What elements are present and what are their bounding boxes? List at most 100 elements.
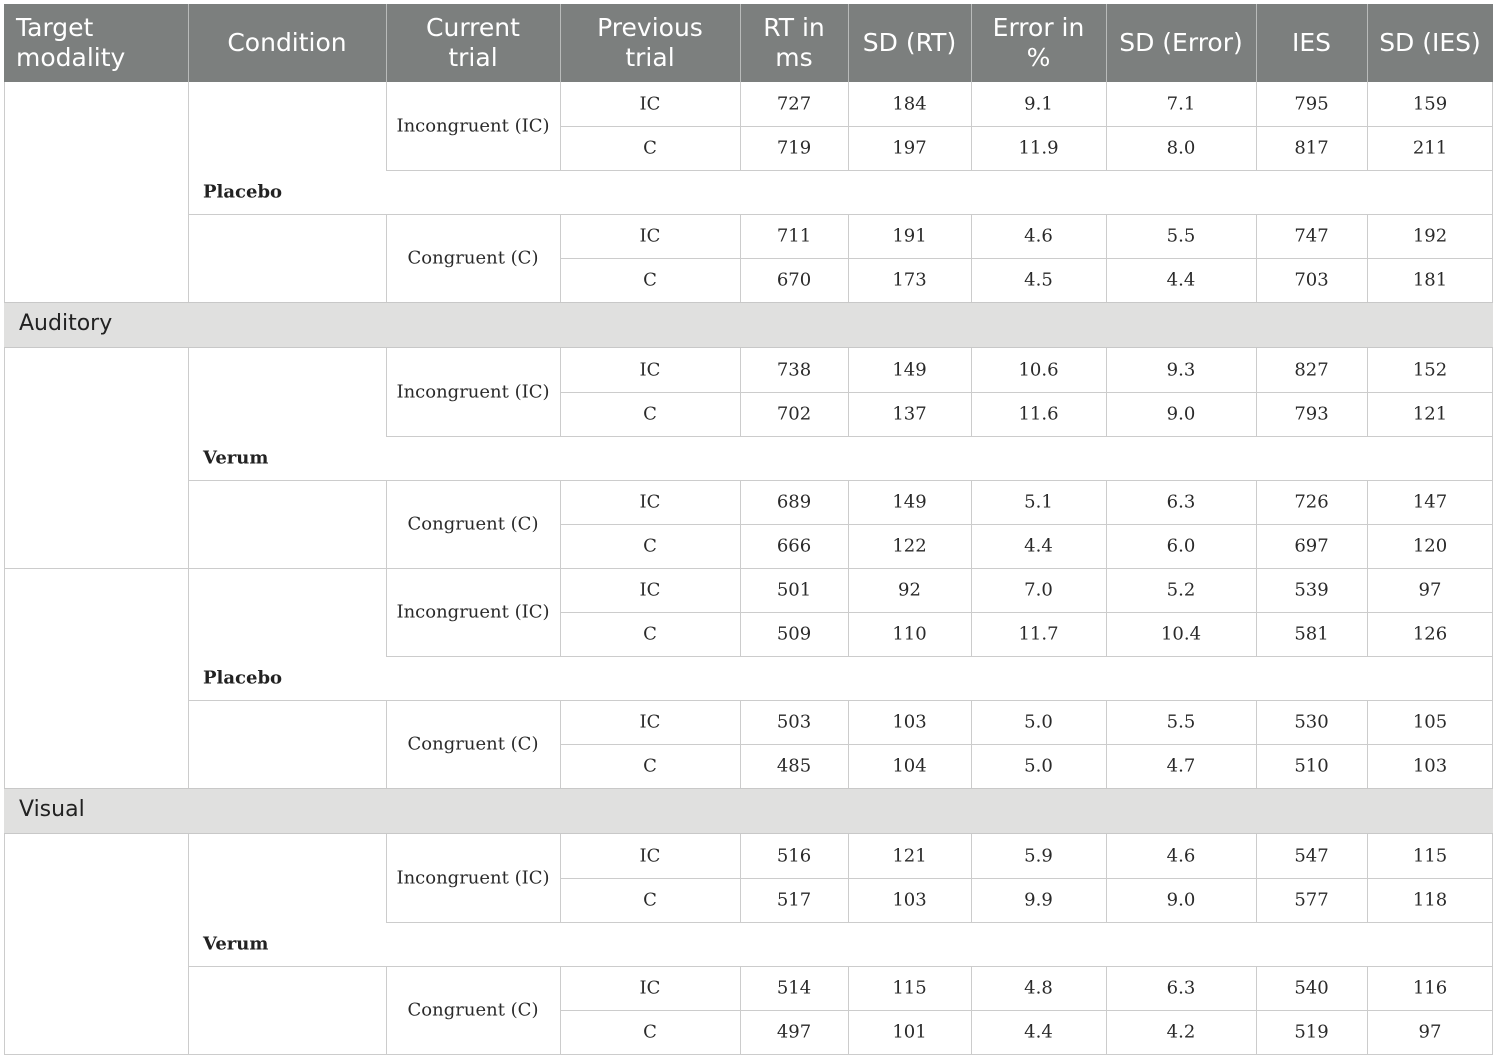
rt-cell: 702 xyxy=(776,403,812,425)
sd-ies-cell: 120 xyxy=(1412,535,1448,557)
grid-line xyxy=(1106,480,1107,568)
rt-cell: 666 xyxy=(776,535,812,557)
sd-error-cell: 4.7 xyxy=(1166,755,1196,777)
rt-cell: 501 xyxy=(776,579,812,601)
grid-line xyxy=(560,612,1493,613)
grid-line xyxy=(1256,348,1257,436)
previous-trial-cell: C xyxy=(643,269,657,291)
ies-cell: 747 xyxy=(1294,225,1329,247)
section-row: Auditory xyxy=(4,302,1493,348)
error-cell: 5.0 xyxy=(1024,755,1053,777)
grid-line xyxy=(386,170,1493,171)
grid-line xyxy=(1367,82,1368,170)
grid-line xyxy=(560,480,561,568)
sd-ies-cell: 116 xyxy=(1412,977,1448,999)
sd-ies-cell: 159 xyxy=(1412,93,1448,115)
current-trial-label: Congruent (C) xyxy=(407,999,539,1021)
sd-error-cell: 5.2 xyxy=(1166,579,1196,601)
ies-cell: 726 xyxy=(1294,491,1329,513)
header-sd-rt: SD (RT) xyxy=(862,28,957,57)
previous-trial-cell: C xyxy=(643,535,657,557)
sd-error-cell: 6.3 xyxy=(1166,491,1196,513)
grid-line xyxy=(1492,568,1493,788)
grid-line xyxy=(1106,82,1107,170)
previous-trial-cell: IC xyxy=(639,491,661,513)
sd-ies-cell: 105 xyxy=(1412,711,1448,733)
results-table: Target modality Condition Current trial … xyxy=(4,4,1493,1060)
current-trial-label: Congruent (C) xyxy=(407,513,539,535)
grid-line xyxy=(188,82,189,302)
grid-line xyxy=(188,214,1493,215)
sd-rt-cell: 101 xyxy=(892,1021,927,1043)
sd-ies-cell: 211 xyxy=(1412,137,1448,159)
sd-error-cell: 9.3 xyxy=(1166,359,1196,381)
grid-line xyxy=(560,392,1493,393)
rt-cell: 719 xyxy=(776,137,812,159)
header-condition: Condition xyxy=(227,28,347,57)
rt-cell: 503 xyxy=(776,711,812,733)
grid-line xyxy=(848,214,849,302)
grid-line xyxy=(971,966,972,1054)
rt-cell: 509 xyxy=(776,623,812,645)
previous-trial-cell: C xyxy=(643,403,657,425)
rt-cell: 516 xyxy=(776,845,812,867)
grid-line xyxy=(188,348,189,568)
grid-line xyxy=(848,568,849,656)
grid-line xyxy=(848,480,849,568)
previous-trial-cell: C xyxy=(643,137,657,159)
sd-rt-cell: 173 xyxy=(892,269,927,291)
sd-error-cell: 5.5 xyxy=(1166,225,1196,247)
grid-line xyxy=(4,568,1493,569)
grid-line xyxy=(560,348,561,436)
sd-ies-cell: 121 xyxy=(1412,403,1448,425)
grid-line xyxy=(1492,348,1493,568)
grid-line xyxy=(1367,568,1368,656)
condition-label: Placebo xyxy=(203,181,283,203)
ies-cell: 697 xyxy=(1294,535,1329,557)
grid-line xyxy=(188,834,189,1054)
grid-line xyxy=(1492,834,1493,1054)
grid-line xyxy=(386,568,387,656)
sd-error-cell: 8.0 xyxy=(1166,137,1196,159)
error-cell: 10.6 xyxy=(1018,359,1059,381)
grid-line xyxy=(386,922,1493,923)
sd-rt-cell: 184 xyxy=(892,93,927,115)
grid-line xyxy=(1256,834,1257,922)
header-ies: IES xyxy=(1291,28,1332,57)
error-cell: 4.4 xyxy=(1024,1021,1053,1043)
sd-rt-cell: 92 xyxy=(898,579,921,601)
error-cell: 4.5 xyxy=(1024,269,1053,291)
sd-ies-cell: 147 xyxy=(1412,491,1448,513)
grid-line xyxy=(1106,834,1107,922)
previous-trial-cell: IC xyxy=(639,977,661,999)
grid-line xyxy=(386,834,387,922)
sd-rt-cell: 191 xyxy=(892,225,927,247)
error-cell: 9.9 xyxy=(1024,889,1053,911)
ies-cell: 581 xyxy=(1294,623,1329,645)
grid-line xyxy=(971,568,972,656)
ies-cell: 540 xyxy=(1294,977,1329,999)
header-error: Error in % xyxy=(992,13,1085,72)
sd-error-cell: 4.6 xyxy=(1166,845,1196,867)
rt-cell: 711 xyxy=(776,225,812,247)
grid-line xyxy=(1106,214,1107,302)
grid-line xyxy=(740,966,741,1054)
grid-line xyxy=(1367,214,1368,302)
sd-ies-cell: 103 xyxy=(1412,755,1448,777)
grid-line xyxy=(740,480,741,568)
ies-cell: 827 xyxy=(1294,359,1329,381)
grid-line xyxy=(740,214,741,302)
grid-line xyxy=(971,348,972,436)
current-trial-label: Incongruent (IC) xyxy=(396,601,550,623)
grid-line xyxy=(1367,480,1368,568)
ies-cell: 577 xyxy=(1294,889,1329,911)
previous-trial-cell: IC xyxy=(639,711,661,733)
sd-ies-cell: 115 xyxy=(1412,845,1448,867)
grid-line xyxy=(188,568,189,788)
sd-rt-cell: 137 xyxy=(892,403,927,425)
grid-line xyxy=(560,700,561,788)
grid-line xyxy=(560,568,561,656)
grid-line xyxy=(740,348,741,436)
grid-line xyxy=(1106,700,1107,788)
condition-label: Verum xyxy=(203,933,269,955)
